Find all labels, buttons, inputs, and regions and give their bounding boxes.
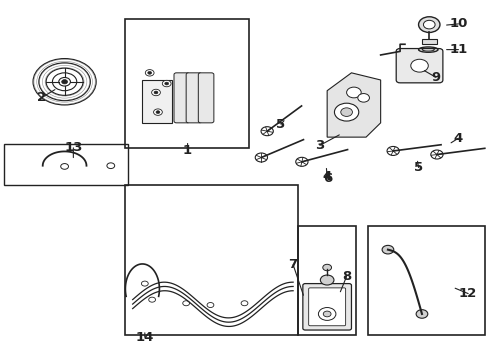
Text: 8: 8	[341, 270, 350, 283]
Circle shape	[346, 87, 361, 98]
FancyBboxPatch shape	[308, 288, 345, 326]
Circle shape	[145, 69, 154, 76]
Circle shape	[151, 89, 160, 96]
Circle shape	[107, 163, 115, 168]
Text: 5: 5	[413, 161, 422, 174]
FancyBboxPatch shape	[186, 73, 201, 123]
FancyBboxPatch shape	[395, 49, 442, 83]
FancyBboxPatch shape	[198, 73, 213, 123]
Circle shape	[156, 111, 160, 113]
Text: 3: 3	[315, 139, 324, 152]
Text: 11: 11	[448, 43, 467, 56]
Circle shape	[334, 103, 358, 121]
Circle shape	[147, 71, 151, 74]
Circle shape	[206, 302, 213, 307]
Bar	[4, 144, 127, 185]
Circle shape	[295, 157, 307, 166]
Circle shape	[418, 17, 439, 32]
FancyBboxPatch shape	[142, 80, 171, 123]
Circle shape	[322, 264, 331, 271]
Text: 10: 10	[448, 17, 467, 30]
Text: 12: 12	[458, 287, 476, 300]
Text: 4: 4	[453, 132, 462, 145]
Bar	[297, 226, 356, 336]
Circle shape	[141, 281, 148, 286]
Circle shape	[61, 163, 68, 169]
FancyBboxPatch shape	[421, 39, 436, 44]
Circle shape	[415, 310, 427, 318]
Text: 13: 13	[64, 141, 82, 154]
Circle shape	[381, 246, 393, 254]
Circle shape	[255, 153, 267, 162]
FancyBboxPatch shape	[174, 73, 189, 123]
Circle shape	[357, 94, 369, 102]
Circle shape	[423, 20, 434, 29]
Bar	[125, 19, 249, 148]
Circle shape	[340, 108, 352, 116]
Circle shape	[261, 127, 273, 136]
Circle shape	[410, 59, 427, 72]
Text: 1: 1	[183, 144, 192, 157]
Circle shape	[162, 80, 171, 87]
Circle shape	[430, 150, 442, 159]
Circle shape	[183, 301, 189, 306]
Circle shape	[148, 297, 155, 302]
Bar	[125, 185, 297, 336]
Text: 5: 5	[276, 118, 285, 131]
Circle shape	[323, 311, 330, 317]
Text: 14: 14	[135, 331, 154, 344]
Circle shape	[153, 109, 162, 115]
Circle shape	[61, 80, 67, 84]
Circle shape	[241, 301, 247, 306]
Text: 6: 6	[323, 172, 332, 185]
Bar	[368, 226, 484, 336]
Polygon shape	[326, 73, 380, 137]
Circle shape	[164, 82, 168, 85]
Text: 9: 9	[430, 71, 439, 84]
Text: 7: 7	[288, 258, 297, 271]
Circle shape	[386, 147, 399, 156]
Circle shape	[154, 91, 158, 94]
Text: 4: 4	[322, 170, 331, 183]
Text: 2: 2	[37, 91, 46, 104]
Circle shape	[320, 275, 333, 285]
FancyBboxPatch shape	[302, 284, 351, 330]
